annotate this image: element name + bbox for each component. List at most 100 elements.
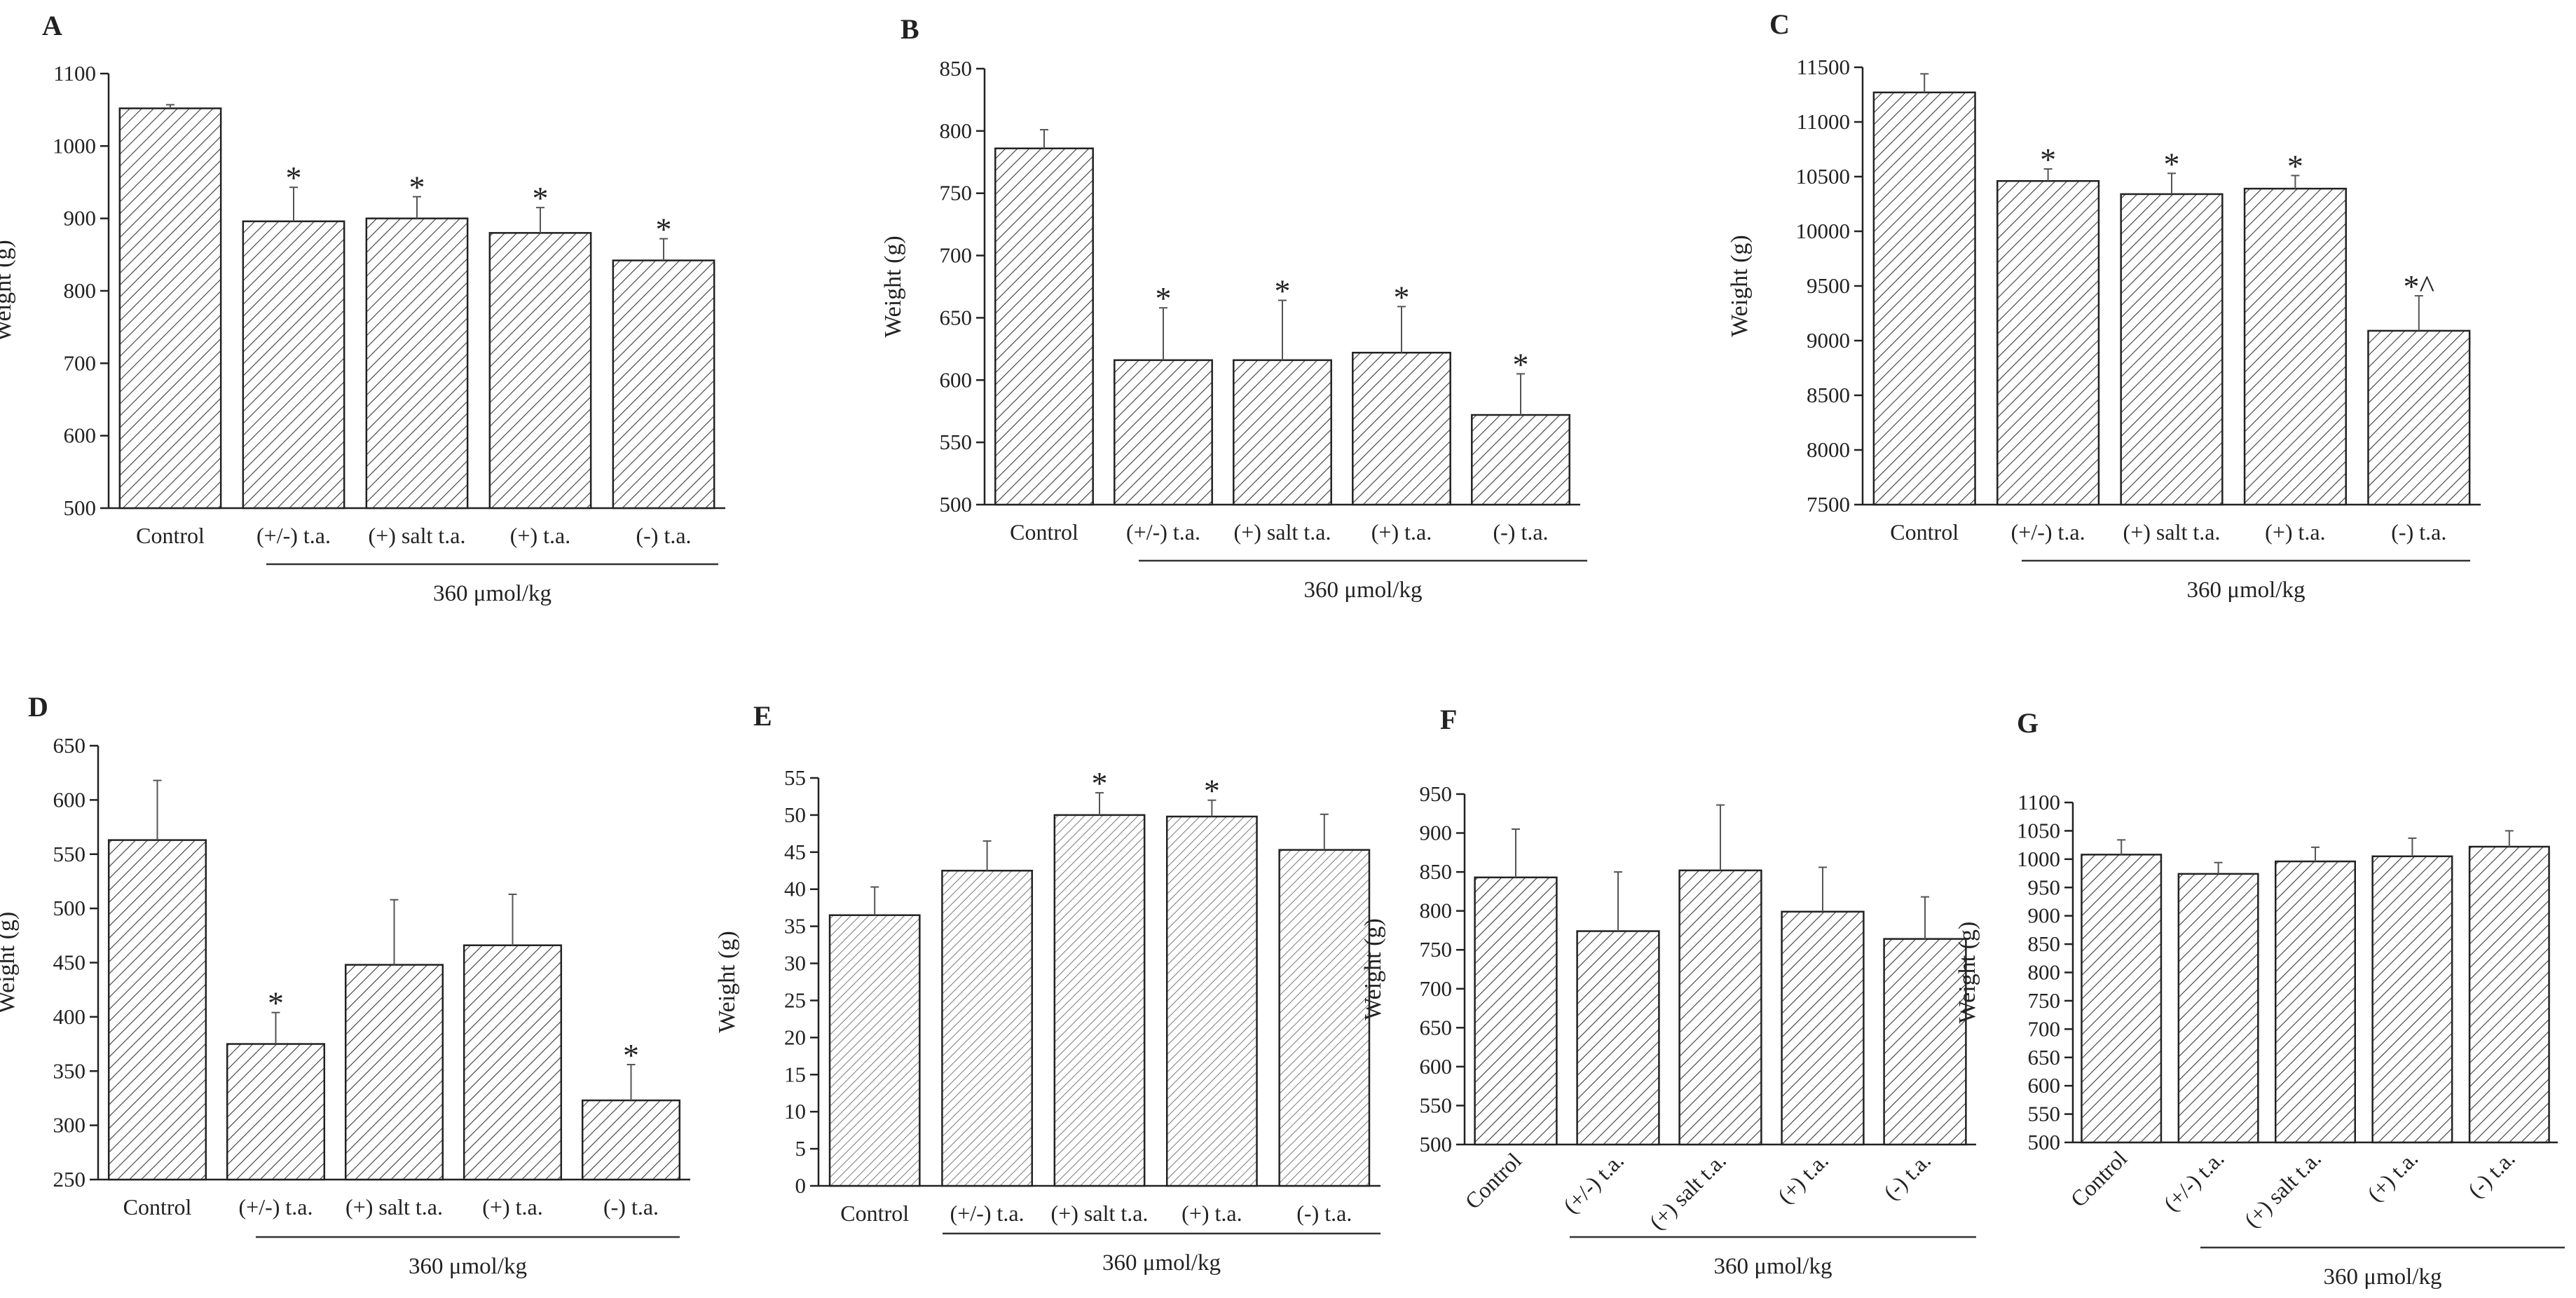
group-label: 360 μmol/kg — [409, 1254, 527, 1279]
y-axis-title: Weight (g) — [0, 240, 16, 342]
y-tick-label: 15 — [784, 1062, 806, 1086]
y-tick-label: 1000 — [2017, 847, 2060, 871]
y-tick-label: 550 — [2028, 1102, 2061, 1126]
chart-panel-b: B 500 550 600 650 700 750 800 850 Weight (g) Contr… — [880, 13, 1587, 603]
bar-b-5 — [1471, 414, 1570, 506]
significance-marker: * — [1156, 280, 1172, 316]
y-axis-title: Weight (g) — [0, 912, 20, 1014]
y-tick-label: 650 — [2028, 1045, 2061, 1070]
y-tick-label: 550 — [940, 430, 973, 454]
panel-label-a: A — [42, 10, 62, 41]
y-tick-label: 55 — [784, 765, 806, 790]
y-tick-label: 900 — [1420, 821, 1453, 845]
y-tick-label: 20 — [784, 1025, 806, 1049]
y-tick-label: 1000 — [53, 133, 96, 158]
y-tick-label: 850 — [1420, 859, 1453, 884]
y-tick-label: 500 — [64, 496, 97, 520]
bar-a-2 — [242, 220, 345, 510]
bar-c-4 — [2243, 187, 2347, 506]
y-tick-label: 600 — [940, 367, 973, 392]
significance-marker: * — [1394, 279, 1410, 315]
category-label: (+/-) t.a. — [1126, 519, 1200, 545]
category-label: (+/-) t.a. — [1558, 1147, 1629, 1217]
category-label: (+/-) t.a. — [2158, 1145, 2228, 1215]
group-label: 360 μmol/kg — [1714, 1254, 1832, 1279]
bar-b-1 — [994, 147, 1094, 506]
y-tick-label: 550 — [1420, 1093, 1453, 1117]
significance-marker: * — [409, 170, 425, 205]
y-tick-label: 450 — [53, 950, 86, 975]
y-tick-label: 25 — [784, 988, 806, 1012]
y-tick-label: 500 — [2028, 1130, 2061, 1154]
y-tick-label: 750 — [1420, 937, 1453, 962]
bar-g-3 — [2275, 860, 2356, 1144]
category-label: (+) t.a. — [2362, 1145, 2423, 1206]
y-tick-label: 5 — [795, 1136, 807, 1161]
y-tick-label: 950 — [2028, 875, 2061, 899]
group-label: 360 μmol/kg — [1304, 578, 1423, 603]
chart-panel-d: D 250 300 350 400 450 500 550 600 650 Weight (g) Co… — [0, 691, 690, 1279]
category-label: (-) t.a. — [2391, 519, 2446, 545]
bar-f-4 — [1781, 910, 1865, 1146]
category-label: (+/-) t.a. — [239, 1194, 313, 1220]
y-tick-label: 8000 — [1807, 437, 1850, 462]
group-label: 360 μmol/kg — [1102, 1250, 1221, 1276]
chart-panel-e: E 0 5 10 15 20 25 30 35 40 45 50 55 Weight (g) Control… — [714, 700, 1381, 1276]
bar-e-3 — [1053, 814, 1146, 1187]
category-label: (-) t.a. — [1493, 519, 1548, 545]
y-tick-label: 850 — [940, 56, 973, 81]
category-label: Control — [136, 523, 205, 548]
y-tick-label: 800 — [64, 278, 97, 303]
significance-marker: * — [2164, 146, 2180, 182]
category-label: (+) salt t.a. — [369, 523, 466, 548]
bar-g-2 — [2177, 873, 2259, 1144]
category-label: (+/-) t.a. — [2011, 519, 2085, 545]
y-axis-title: Weight (g) — [714, 931, 740, 1033]
group-label: 360 μmol/kg — [2187, 578, 2306, 603]
category-label: Control — [1460, 1147, 1526, 1214]
significance-marker: * — [1092, 765, 1108, 801]
bar-f-3 — [1678, 869, 1762, 1146]
bar-f-1 — [1474, 876, 1558, 1146]
y-tick-label: 9000 — [1807, 328, 1850, 353]
significance-marker: * — [268, 985, 284, 1021]
category-label: Control — [1890, 519, 1959, 545]
bar-e-4 — [1165, 815, 1258, 1187]
y-tick-label: 500 — [53, 896, 86, 920]
y-tick-label: 800 — [1420, 899, 1453, 923]
panel-label-c: C — [1769, 8, 1790, 40]
bar-f-2 — [1576, 930, 1660, 1146]
panel-label-d: D — [28, 691, 48, 723]
significance-marker: * — [1204, 773, 1220, 809]
category-label: (-) t.a. — [603, 1194, 659, 1220]
category-label: (+/-) t.a. — [256, 523, 331, 548]
bar-d-4 — [463, 944, 563, 1181]
bar-d-2 — [226, 1043, 326, 1181]
y-tick-label: 750 — [940, 181, 973, 205]
chart-panel-c: C 7500 8000 8500 9000 9500 10000 10500 11000 1150… — [1727, 8, 2481, 603]
category-label: (+) t.a. — [1371, 519, 1432, 545]
category-label: Control — [2066, 1145, 2132, 1212]
bar-c-2 — [1996, 179, 2100, 506]
category-label: (+) t.a. — [2265, 519, 2325, 545]
category-label: (+) t.a. — [1181, 1201, 1242, 1226]
y-tick-label: 35 — [784, 914, 806, 938]
y-tick-label: 500 — [1420, 1132, 1453, 1156]
chart-panel-f: F 500 550 600 650 700 750 800 850 900 950 Weight (g… — [1360, 704, 1976, 1279]
category-label: (+) salt t.a. — [345, 1194, 443, 1220]
category-label: (+) salt t.a. — [1051, 1201, 1149, 1226]
y-axis-title: Weight (g) — [880, 235, 906, 338]
y-axis-title: Weight (g) — [1360, 918, 1386, 1020]
y-tick-label: 350 — [53, 1058, 86, 1083]
panel-label-e: E — [753, 700, 772, 732]
y-axis-title: Weight (g) — [1954, 922, 1980, 1024]
y-tick-label: 600 — [1420, 1054, 1453, 1079]
category-label: (+) salt t.a. — [2123, 519, 2221, 545]
bar-a-1 — [118, 107, 222, 510]
significance-marker: * — [2040, 142, 2056, 177]
y-tick-label: 9500 — [1807, 273, 1850, 298]
category-label: (+) salt t.a. — [2239, 1145, 2326, 1232]
y-tick-label: 40 — [784, 877, 806, 901]
bar-c-1 — [1872, 91, 1976, 506]
panel-label-g: G — [2017, 707, 2039, 739]
